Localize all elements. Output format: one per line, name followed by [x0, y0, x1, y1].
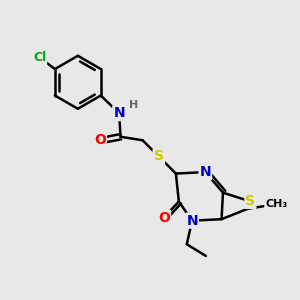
Text: N: N — [113, 106, 125, 120]
Text: O: O — [158, 211, 170, 225]
Text: N: N — [186, 214, 198, 228]
Text: H: H — [129, 100, 138, 110]
Text: S: S — [154, 149, 164, 164]
Text: CH₃: CH₃ — [265, 200, 287, 209]
Text: Cl: Cl — [33, 51, 46, 64]
Text: S: S — [154, 149, 164, 164]
Text: S: S — [245, 194, 255, 208]
Text: N: N — [200, 165, 211, 179]
Text: O: O — [94, 133, 106, 147]
